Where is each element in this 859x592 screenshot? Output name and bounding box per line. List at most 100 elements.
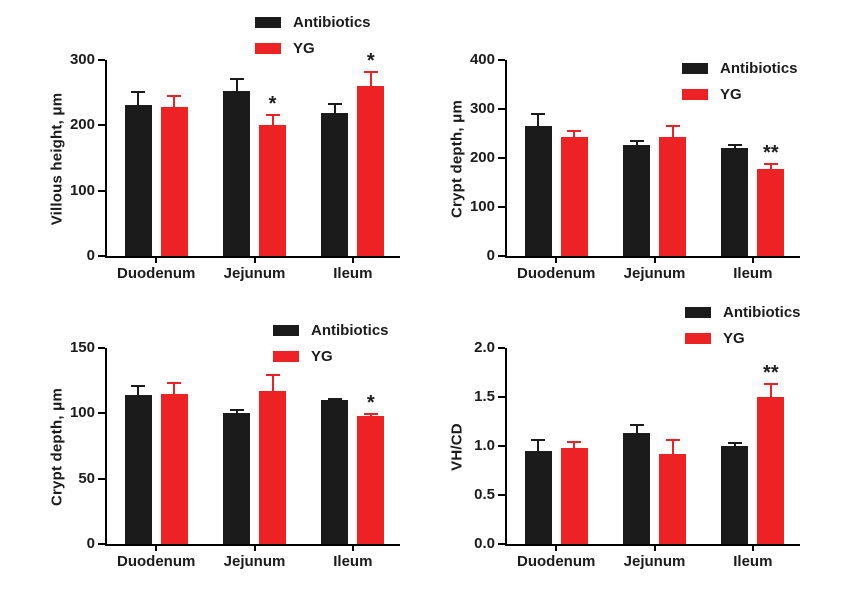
- y-tick-label: 100: [69, 181, 95, 199]
- error-bar-cap: [131, 91, 146, 94]
- x-tick-mark: [751, 546, 754, 551]
- y-tick-label: 200: [469, 149, 495, 166]
- error-bar-stem: [173, 381, 176, 394]
- error-bar-stem: [769, 383, 772, 397]
- bar: [623, 433, 650, 544]
- x-tick-mark: [253, 546, 256, 551]
- bar: [259, 391, 286, 544]
- y-tick-mark: [498, 59, 505, 61]
- legend-swatch-antibiotics: [255, 17, 281, 28]
- chart-panel-crypt-depth-bottom: Crypt depth, μm 0 50 100 150 Duodenum Jejunum…: [40, 296, 438, 586]
- bar: [659, 137, 686, 256]
- legend: Antibiotics YG: [682, 60, 798, 103]
- error-bar-stem: [271, 113, 274, 126]
- error-bar-cap: [131, 384, 146, 387]
- error-bar-cap: [229, 77, 244, 80]
- error-bar-stem: [635, 424, 638, 434]
- y-tick-label: 200: [69, 116, 95, 134]
- legend-item-antibiotics: Antibiotics: [685, 304, 801, 321]
- y-tick-mark: [98, 543, 105, 545]
- error-bar-stem: [137, 384, 140, 396]
- x-tick-mark: [253, 258, 256, 263]
- bar: [321, 400, 349, 544]
- error-bar-stem: [635, 139, 638, 146]
- significance-star: **: [763, 141, 779, 164]
- bar: [560, 137, 588, 256]
- x-tick-mark: [555, 258, 558, 263]
- error-bar-cap: [363, 71, 378, 74]
- significance-star: *: [366, 50, 375, 73]
- y-tick-label: 0: [486, 247, 495, 264]
- bar: [721, 446, 749, 544]
- y-tick-mark: [498, 157, 505, 159]
- error-bar-cap: [167, 94, 182, 97]
- chart-panel-vh-cd: VH/CD 0.0 0.5 1.0 1.5 2.0 Duodenum Jejunum Ileu…: [440, 296, 838, 586]
- legend-swatch-yg: [255, 43, 281, 54]
- legend-label-antibiotics: Antibiotics: [723, 304, 801, 321]
- x-tick-mark: [351, 258, 354, 263]
- error-bar-cap: [727, 442, 742, 445]
- bar: [223, 413, 250, 544]
- error-bar-cap: [327, 397, 342, 400]
- error-bar-stem: [671, 439, 674, 454]
- y-tick-label: 50: [78, 469, 95, 487]
- legend-label-yg: YG: [311, 348, 333, 365]
- y-tick-mark: [498, 347, 505, 349]
- y-tick-mark: [98, 412, 105, 415]
- x-tick-label: Jejunum: [223, 265, 286, 282]
- bar: [524, 126, 552, 256]
- legend-swatch-yg: [273, 351, 299, 362]
- error-bar-cap: [629, 139, 644, 142]
- y-tick-label: 0: [86, 247, 95, 264]
- y-tick-label: 400: [469, 51, 495, 68]
- error-bar-stem: [137, 91, 140, 106]
- y-tick-label: 2.0: [474, 339, 495, 356]
- error-bar-cap: [567, 441, 582, 444]
- error-bar-stem: [537, 439, 540, 451]
- legend: Antibiotics YG: [273, 322, 389, 365]
- error-bar-stem: [235, 77, 238, 92]
- y-tick-mark: [98, 347, 105, 349]
- significance-star: *: [366, 392, 375, 415]
- bar: [223, 91, 250, 256]
- legend-label-antibiotics: Antibiotics: [311, 322, 389, 339]
- error-bar-stem: [537, 112, 540, 127]
- error-bar-cap: [531, 112, 546, 115]
- bar: [259, 125, 286, 256]
- error-bar-cap: [567, 129, 582, 132]
- plot-area: 0 100 200 300 Duodenum Jejunum * Ileum *: [70, 51, 400, 282]
- bar: [357, 415, 385, 544]
- x-tick-label: Ileum: [733, 553, 773, 570]
- legend-item-yg: YG: [682, 86, 798, 103]
- legend-item-antibiotics: Antibiotics: [255, 14, 371, 31]
- x-tick-mark: [653, 258, 656, 263]
- y-tick-mark: [98, 124, 105, 127]
- error-bar-stem: [573, 441, 576, 448]
- error-bar-cap: [665, 439, 680, 442]
- error-bar-stem: [573, 129, 576, 138]
- y-tick-label: 0: [86, 535, 95, 552]
- error-bar-cap: [629, 424, 644, 427]
- legend-swatch-antibiotics: [685, 307, 711, 318]
- y-tick-mark: [498, 445, 505, 447]
- legend-item-antibiotics: Antibiotics: [682, 60, 798, 77]
- error-bar-stem: [271, 374, 274, 392]
- bar: [721, 148, 749, 256]
- bar: [524, 450, 552, 544]
- error-bar-cap: [763, 162, 778, 165]
- error-bar-cap: [727, 144, 742, 147]
- y-tick-mark: [498, 108, 505, 110]
- x-tick-label: Ileum: [333, 265, 373, 282]
- y-tick-label: 1.5: [474, 388, 495, 405]
- legend-label-yg: YG: [293, 40, 315, 57]
- legend: Antibiotics YG: [255, 14, 371, 57]
- x-tick-label: Jejunum: [623, 265, 686, 282]
- error-bar-stem: [333, 103, 336, 113]
- y-tick-mark: [498, 206, 505, 208]
- significance-star: *: [268, 92, 277, 115]
- y-tick-label: 1.0: [474, 437, 495, 454]
- x-tick-mark: [751, 258, 754, 263]
- y-tick-mark: [498, 255, 505, 257]
- y-tick-mark: [498, 396, 505, 398]
- y-tick-label: 300: [469, 100, 495, 117]
